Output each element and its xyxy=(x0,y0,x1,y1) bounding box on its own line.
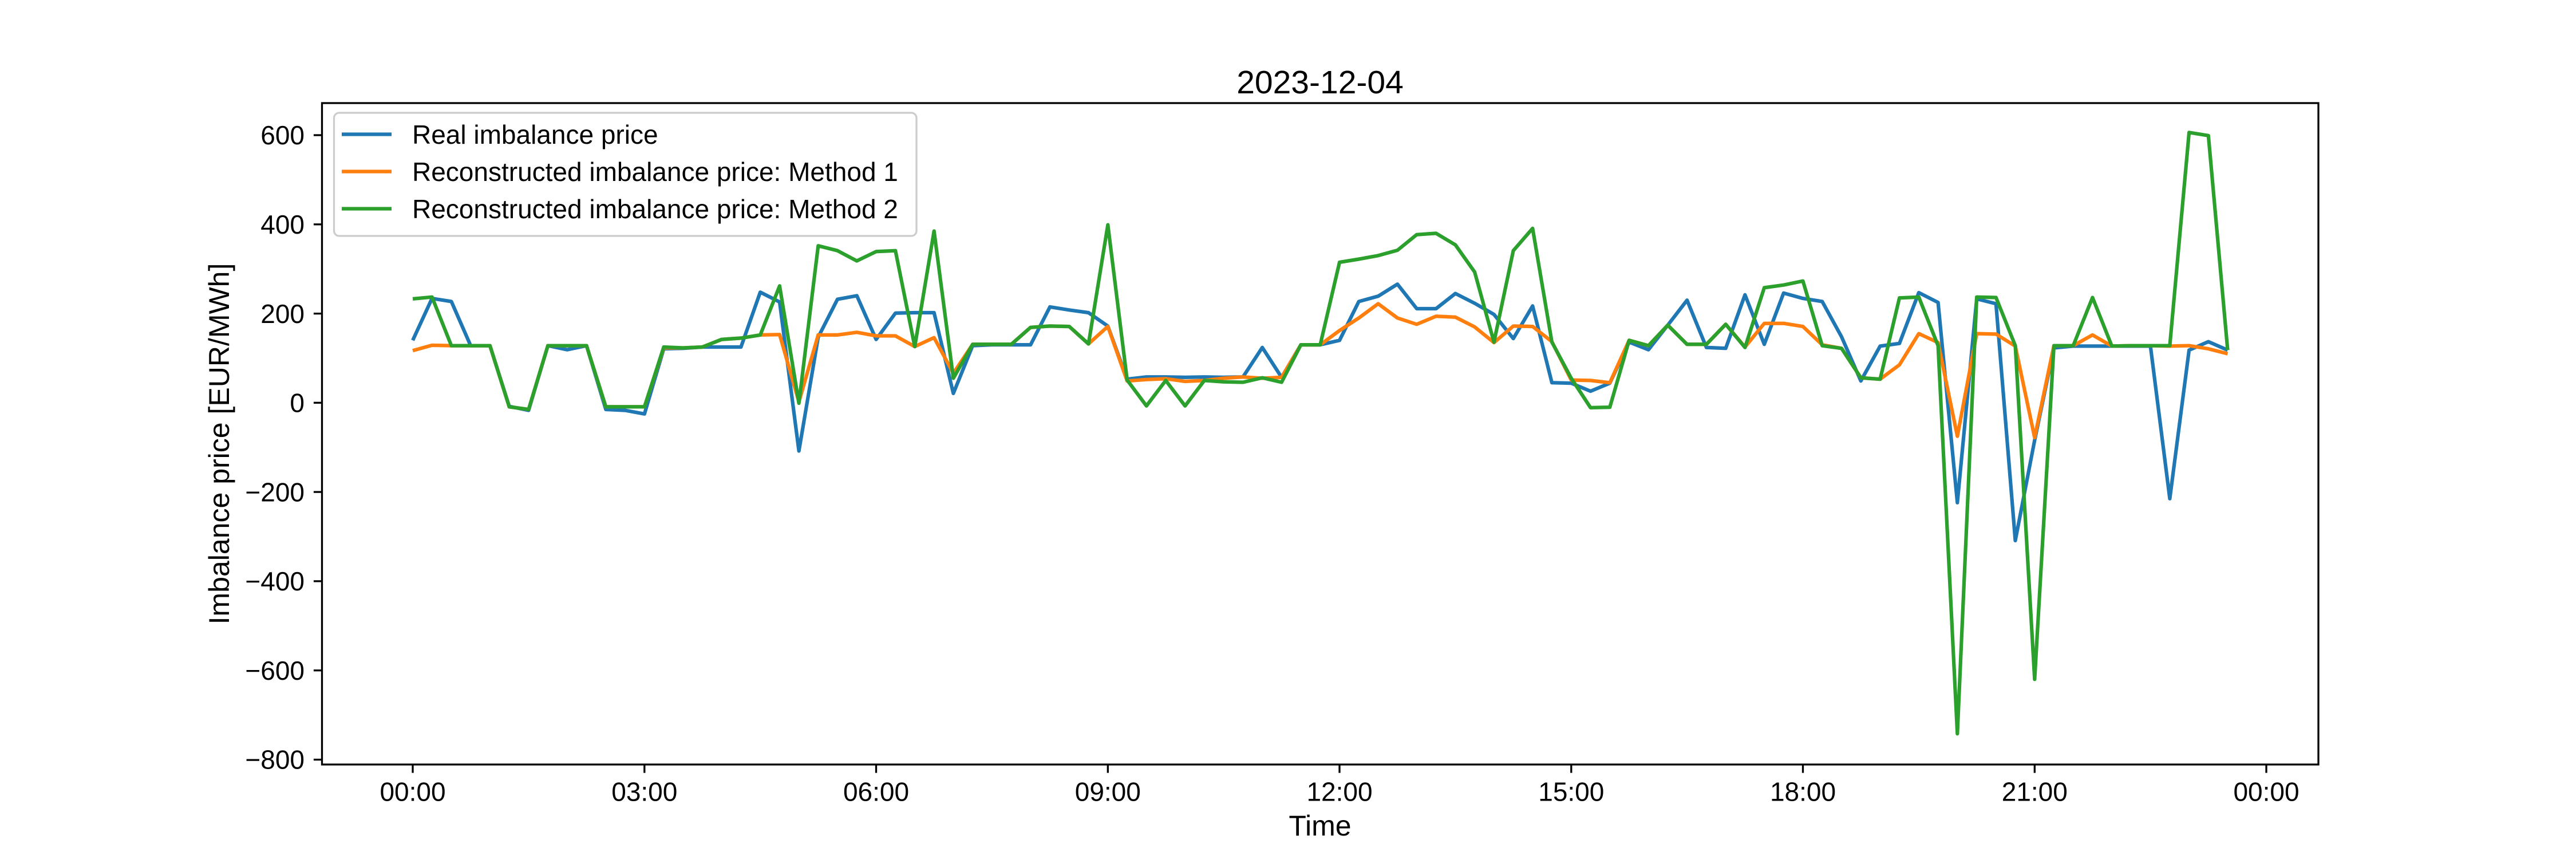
svg-text:09:00: 09:00 xyxy=(1075,777,1141,807)
svg-text:600: 600 xyxy=(260,120,305,150)
svg-text:00:00: 00:00 xyxy=(2233,777,2299,807)
svg-text:18:00: 18:00 xyxy=(1770,777,1836,807)
svg-text:−600: −600 xyxy=(245,656,305,685)
svg-text:−400: −400 xyxy=(245,566,305,596)
svg-text:2023-12-04: 2023-12-04 xyxy=(1236,64,1404,101)
svg-text:Real imbalance price: Real imbalance price xyxy=(412,120,658,149)
svg-text:−800: −800 xyxy=(245,745,305,775)
svg-text:Time: Time xyxy=(1289,810,1351,842)
svg-text:Reconstructed imbalance price:: Reconstructed imbalance price: Method 2 xyxy=(412,194,898,224)
svg-text:200: 200 xyxy=(260,299,305,329)
svg-text:400: 400 xyxy=(260,210,305,239)
svg-text:−200: −200 xyxy=(245,477,305,507)
svg-text:00:00: 00:00 xyxy=(380,777,445,807)
svg-text:15:00: 15:00 xyxy=(1538,777,1604,807)
svg-text:12:00: 12:00 xyxy=(1306,777,1372,807)
svg-text:Imbalance price [EUR/MWh]: Imbalance price [EUR/MWh] xyxy=(203,263,235,625)
svg-text:Reconstructed imbalance price:: Reconstructed imbalance price: Method 1 xyxy=(412,157,898,187)
svg-text:0: 0 xyxy=(290,388,305,418)
svg-text:06:00: 06:00 xyxy=(843,777,909,807)
svg-text:03:00: 03:00 xyxy=(611,777,677,807)
svg-text:21:00: 21:00 xyxy=(2002,777,2068,807)
